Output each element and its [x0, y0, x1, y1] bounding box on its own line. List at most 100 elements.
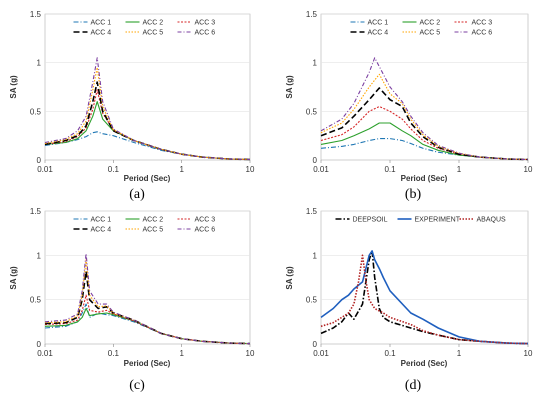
legend-label: ACC 6: [195, 227, 216, 234]
x-axis-label-b: Period (Sec): [401, 174, 448, 183]
y-tick-label: 0: [313, 156, 318, 165]
panel-c: 0 0.5 1 1.5 0.01 0.1 1 10 ACC 1 ACC 2 ACC 3 ACC 4…: [9, 207, 255, 393]
y-tick-label: 1.5: [306, 10, 318, 19]
panel-label-d: (d): [405, 378, 422, 393]
legend-label: EXPERIMENT: [415, 217, 461, 224]
y-axis-label-a: SA (g): [9, 75, 18, 99]
y-grid-b: [321, 13, 528, 112]
x-tick-label: 0.01: [37, 349, 53, 358]
y-tick-label: 0.5: [306, 107, 318, 116]
series-line-acc-1: [44, 131, 251, 161]
y-ticks-c: 0 0.5 1 1.5: [30, 207, 42, 349]
legend-label: ACC 4: [91, 227, 112, 234]
plot-area-c: [44, 210, 251, 345]
x-tick-label: 1: [179, 349, 184, 358]
y-ticks-a: 0 0.5 1 1.5: [30, 10, 42, 165]
y-grid-c: [45, 210, 250, 300]
legend-label: ABAQUS: [477, 217, 507, 224]
y-tick-label: 0: [37, 156, 42, 165]
plot-area-d: [320, 210, 529, 345]
legend-label: ACC 4: [91, 30, 112, 37]
x-ticks-b: 0.01 0.1 1 10: [313, 160, 533, 174]
y-ticks-d: 0 0.5 1 1.5: [306, 207, 318, 349]
panel-label-a: (a): [129, 187, 145, 202]
series-line-acc-3: [44, 89, 251, 161]
x-tick-label: 0.1: [108, 349, 120, 358]
legend-label: ACC 2: [420, 20, 441, 27]
y-ticks-b: 0 0.5 1 1.5: [306, 10, 318, 165]
panel-label-c: (c): [129, 378, 145, 393]
legend-label: ACC 5: [143, 227, 164, 234]
legend-label: ACC 3: [195, 20, 216, 27]
legend-label: ACC 1: [91, 217, 112, 224]
legend-label: ACC 5: [420, 30, 441, 37]
series-line-experiment: [320, 250, 529, 345]
legend-a: ACC 1 ACC 2 ACC 3 ACC 4 ACC 5 ACC 6: [73, 20, 216, 37]
x-tick-label: 0.1: [108, 165, 120, 174]
series-line-acc-4: [44, 81, 251, 161]
legend-label: ACC 5: [143, 30, 164, 37]
x-tick-label: 0.01: [37, 165, 53, 174]
y-grid-a: [45, 13, 250, 112]
legend-b: ACC 1 ACC 2 ACC 3 ACC 4 ACC 5 ACC 6: [350, 20, 493, 37]
legend-label: DEEPSOIL: [353, 217, 388, 224]
y-tick-label: 1.5: [30, 10, 42, 19]
series-lines-a: [44, 57, 251, 161]
y-axis-label-d: SA (g): [285, 266, 294, 290]
legend-label: ACC 2: [143, 20, 164, 27]
series-line-acc-6: [44, 57, 251, 161]
x-axis-label-c: Period (Sec): [124, 359, 171, 368]
y-axis-label-b: SA (g): [285, 75, 294, 99]
y-tick-label: 1: [37, 251, 42, 260]
legend-label: ACC 6: [472, 30, 493, 37]
legend-label: ACC 6: [195, 30, 216, 37]
x-tick-label: 0.01: [313, 165, 329, 174]
y-tick-label: 1: [313, 59, 318, 68]
y-tick-label: 1.5: [306, 207, 318, 216]
legend-label: ACC 3: [472, 20, 493, 27]
legend-label: ACC 1: [368, 20, 389, 27]
x-tick-label: 10: [246, 349, 255, 358]
series-line-acc-5: [44, 66, 251, 161]
series-lines-b: [320, 57, 529, 161]
y-tick-label: 0.5: [30, 296, 42, 305]
panel-a: 0 0.5 1 1.5 0.01 0.1 1 10 ACC 1 ACC 2 ACC 3 ACC 4…: [9, 10, 255, 202]
legend-label: ACC 4: [368, 30, 389, 37]
panel-b: 0 0.5 1 1.5 0.01 0.1 1 10 ACC 1 ACC 2 ACC 3 ACC 4…: [285, 10, 533, 202]
legend-label: ACC 1: [91, 20, 112, 27]
panel-label-b: (b): [405, 187, 422, 202]
x-tick-label: 0.01: [313, 349, 329, 358]
x-ticks-a: 0.01 0.1 1 10: [37, 160, 255, 174]
x-tick-label: 10: [524, 165, 533, 174]
x-tick-label: 10: [524, 349, 533, 358]
y-tick-label: 1: [313, 251, 318, 260]
legend-label: ACC 2: [143, 217, 164, 224]
x-ticks-d: 0.01 0.1 1 10: [313, 344, 533, 358]
x-tick-label: 1: [457, 165, 462, 174]
y-tick-label: 0.5: [306, 296, 318, 305]
series-line-abaqus: [320, 254, 529, 345]
series-lines-d: [320, 250, 529, 345]
series-lines-c: [44, 253, 251, 345]
x-ticks-c: 0.01 0.1 1 10: [37, 344, 255, 358]
y-tick-label: 0: [37, 340, 42, 349]
x-axis-label-d: Period (Sec): [401, 359, 448, 368]
y-axis-label-c: SA (g): [9, 266, 18, 290]
series-line-acc-3: [320, 105, 529, 161]
x-tick-label: 1: [179, 165, 184, 174]
y-tick-label: 1: [37, 59, 42, 68]
legend-label: ACC 3: [195, 217, 216, 224]
series-line-acc-6: [44, 253, 251, 345]
x-tick-label: 0.1: [384, 165, 396, 174]
y-tick-label: 0: [313, 340, 318, 349]
x-tick-label: 1: [457, 349, 462, 358]
x-tick-label: 0.1: [384, 349, 396, 358]
y-tick-label: 1.5: [30, 207, 42, 216]
legend-c: ACC 1 ACC 2 ACC 3 ACC 4 ACC 5 ACC 6: [73, 217, 216, 234]
plot-area-b: [320, 13, 529, 161]
x-tick-label: 10: [246, 165, 255, 174]
legend-d: DEEPSOIL EXPERIMENT ABAQUS: [335, 217, 507, 224]
panel-d: 0 0.5 1 1.5 0.01 0.1 1 10 DEEPSOIL EXPERIMENT AB…: [285, 207, 533, 393]
series-line-acc-5: [320, 73, 529, 161]
